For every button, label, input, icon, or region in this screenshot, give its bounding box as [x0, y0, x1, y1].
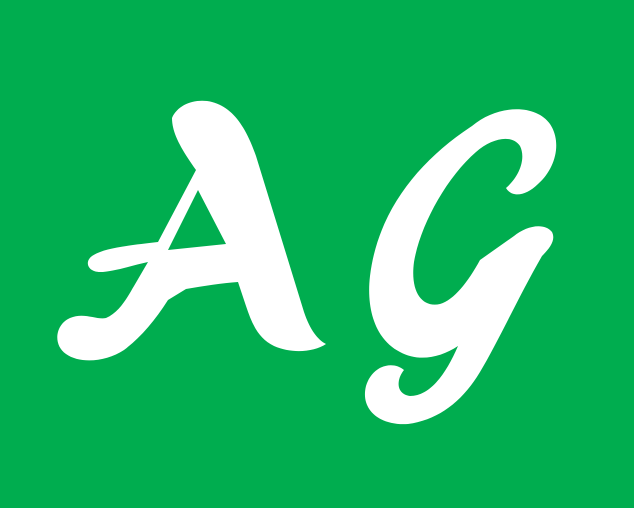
logo-letter-g: [364, 109, 557, 425]
logo-letter-a: [57, 100, 326, 361]
